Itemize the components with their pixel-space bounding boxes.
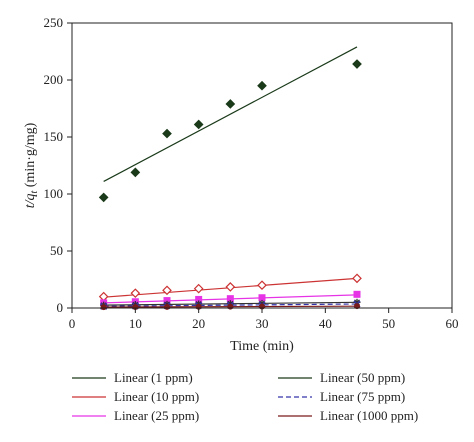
data-point-s3 [195,295,203,303]
y-ticks: 0 50 100 150 200 250 [44,15,72,315]
legend-label: Linear (25 ppm) [114,408,199,423]
data-point-s2 [352,273,362,284]
data-point-s1 [130,167,141,178]
x-ticks: 0 10 20 30 40 50 60 [69,308,459,331]
fit-line-s5 [103,303,358,307]
data-point-s1 [162,128,172,139]
data-point-s2 [225,282,236,292]
plot-frame [71,22,453,309]
x-tick-label: 20 [192,316,205,331]
y-tick-label: 50 [50,243,63,258]
data-point-s2 [130,288,141,299]
data-point-s2 [193,283,204,294]
y-axis-label-main: t/q [23,194,38,209]
y-tick-label: 150 [44,129,64,144]
data-point-s1 [225,99,236,109]
x-tick-label: 50 [382,316,395,331]
axes [71,22,453,309]
legend-label: Linear (75 ppm) [320,389,405,404]
x-axis-label: Time (min) [230,339,294,354]
y-axis-label: t/qt (min·g/mg) [23,122,40,208]
data-point-s3 [258,294,266,302]
legend-label: Linear (1000 ppm) [320,408,418,423]
data-point-s1 [98,192,109,203]
legend-label: Linear (1 ppm) [114,370,193,385]
data-point-s3 [226,295,234,303]
legend-label: Linear (10 ppm) [114,389,199,404]
x-tick-label: 0 [69,316,76,331]
x-tick-label: 10 [129,316,142,331]
y-axis-label-unit: (min·g/mg) [23,122,38,190]
x-tick-label: 40 [319,316,332,331]
legend: Linear (1 ppm) Linear (50 ppm) Linear (10 … [72,370,418,423]
data-point-s2 [257,280,267,291]
legend-label: Linear (50 ppm) [320,370,405,385]
y-tick-label: 100 [44,186,64,201]
x-tick-label: 60 [446,316,459,331]
data-point-s3 [163,297,171,305]
data-point-s6 [227,303,234,310]
y-axis-label-subscript: t [29,191,40,194]
data-point-s6 [164,303,170,310]
y-tick-label: 200 [44,72,64,87]
y-tick-label: 250 [44,15,64,30]
data-point-s1 [257,80,267,91]
data-markers [98,59,362,311]
fit-lines [103,46,358,308]
data-point-s1 [193,119,204,130]
y-tick-label: 0 [57,300,64,315]
fit-line-s1 [103,46,358,182]
data-point-s6 [100,304,107,311]
data-point-s1 [352,59,362,69]
data-point-s3 [353,290,361,298]
data-point-s2 [162,285,172,296]
x-tick-label: 30 [256,316,269,331]
